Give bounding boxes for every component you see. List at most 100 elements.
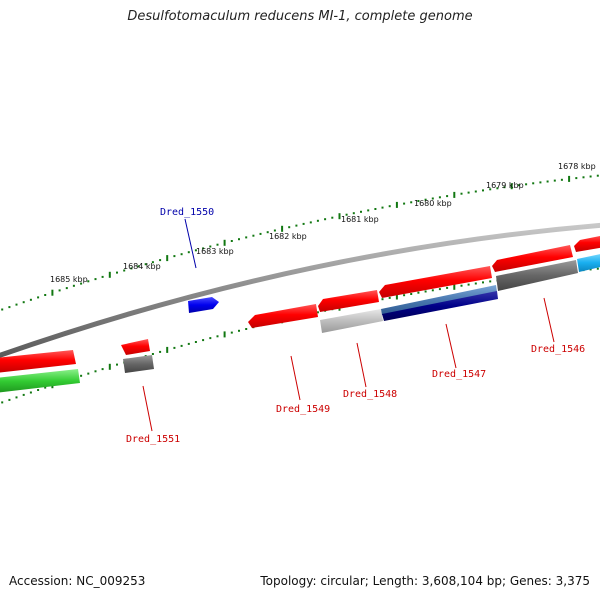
inner-minor-tick <box>80 374 83 377</box>
outer-minor-tick <box>575 177 578 180</box>
outer-minor-tick <box>474 190 477 193</box>
outer-major-tick <box>395 201 398 208</box>
outer-minor-tick <box>403 202 406 205</box>
outer-minor-tick <box>15 303 18 306</box>
outer-minor-tick <box>589 175 592 178</box>
inner-minor-tick <box>101 368 104 371</box>
outer-minor-tick <box>417 200 420 202</box>
gene-lightgrey[interactable] <box>320 309 383 333</box>
label-dred-1548[interactable]: Dred_1548 <box>343 389 397 400</box>
leader-dred-1547 <box>445 323 457 369</box>
outer-major-tick <box>568 175 571 182</box>
outer-minor-tick <box>367 209 370 212</box>
accession-text: Accession: NC_009253 <box>9 574 146 588</box>
outer-minor-tick <box>209 245 212 248</box>
outer-minor-tick <box>525 183 528 186</box>
gene-green[interactable] <box>0 369 80 393</box>
outer-minor-tick <box>560 178 563 181</box>
reverse-strand-genes-row1 <box>0 235 600 373</box>
outer-major-tick <box>281 225 284 232</box>
outer-minor-tick <box>130 267 133 270</box>
outer-minor-tick <box>582 176 585 179</box>
outer-minor-tick <box>58 289 61 292</box>
gene-steelblue[interactable] <box>381 285 497 315</box>
inner-minor-tick <box>173 346 176 349</box>
gene-navy[interactable] <box>382 291 498 321</box>
label-dred-1546[interactable]: Dred_1546 <box>531 344 585 355</box>
outer-minor-tick <box>295 224 298 227</box>
kbp-label-1682: 1682 kbp <box>269 232 307 241</box>
outer-minor-tick <box>22 301 25 304</box>
outer-minor-tick <box>101 275 104 278</box>
outer-minor-tick <box>503 186 506 189</box>
gene-red-small[interactable] <box>121 339 150 355</box>
outer-major-tick <box>510 183 513 190</box>
kbp-label-1683: 1683 kbp <box>196 247 234 256</box>
gene-red-left-edge[interactable] <box>0 350 76 373</box>
outer-minor-tick <box>517 184 520 187</box>
inner-minor-tick <box>467 283 470 286</box>
outer-minor-tick <box>324 218 327 221</box>
inner-minor-tick <box>180 344 183 347</box>
leader-dred-1548 <box>356 342 367 388</box>
outer-minor-tick <box>360 210 362 213</box>
inner-minor-tick <box>94 370 97 373</box>
inner-minor-tick <box>116 363 118 366</box>
inner-minor-tick <box>245 328 248 330</box>
outer-minor-tick <box>596 174 599 177</box>
label-dred-1550[interactable]: Dred_1550 <box>160 207 214 218</box>
label-dred-1549[interactable]: Dred_1549 <box>276 404 330 415</box>
outer-minor-tick <box>116 271 118 274</box>
gene-grey[interactable] <box>496 260 578 291</box>
outer-minor-tick <box>539 181 542 184</box>
inner-minor-tick <box>29 391 32 394</box>
inner-minor-tick <box>403 294 406 297</box>
outer-minor-tick <box>460 192 463 195</box>
outer-minor-tick <box>151 261 154 264</box>
outer-minor-tick <box>410 201 413 204</box>
outer-minor-tick <box>467 191 470 194</box>
outer-minor-tick <box>8 306 11 309</box>
inner-minor-tick <box>159 350 162 353</box>
gene-dred-1549-bar[interactable] <box>248 304 318 328</box>
outer-major-tick <box>108 271 111 278</box>
gene-dred-1546-red[interactable] <box>492 245 573 272</box>
inner-major-tick <box>453 283 456 290</box>
outer-minor-tick <box>252 234 255 237</box>
outer-minor-tick <box>259 232 262 235</box>
outer-minor-tick <box>202 247 205 250</box>
inner-minor-tick <box>8 398 11 401</box>
label-dred-1547[interactable]: Dred_1547 <box>432 369 486 380</box>
gene-dred-1548-red[interactable] <box>318 290 379 312</box>
inner-minor-tick <box>15 396 18 399</box>
genome-title: Desulfotomaculum reducens MI-1, complete… <box>127 9 473 24</box>
outer-minor-tick <box>438 196 441 199</box>
outer-minor-tick <box>309 221 312 224</box>
gene-dred-1547-red[interactable] <box>379 266 492 298</box>
gene-dred-1550[interactable] <box>188 297 219 313</box>
outer-minor-tick <box>374 208 377 210</box>
label-dred-1551[interactable]: Dred_1551 <box>126 434 180 445</box>
outer-minor-tick <box>65 287 68 290</box>
gene-grey-small[interactable] <box>123 355 154 373</box>
kbp-label-1680: 1680 kbp <box>414 199 452 208</box>
outer-minor-tick <box>381 206 384 209</box>
gene-cyan[interactable] <box>577 253 600 272</box>
outer-minor-tick <box>273 229 276 232</box>
outer-minor-tick <box>159 259 162 262</box>
outer-minor-tick <box>72 284 75 287</box>
outer-minor-tick <box>94 278 97 281</box>
outer-minor-tick <box>388 205 391 208</box>
outer-minor-tick <box>180 253 183 256</box>
outer-major-tick <box>166 255 169 262</box>
inner-minor-tick <box>460 284 463 287</box>
outer-minor-tick <box>29 298 32 301</box>
outer-minor-tick <box>230 240 233 242</box>
inner-minor-tick <box>1 401 4 404</box>
label-leaders <box>142 218 555 432</box>
inner-minor-tick <box>230 331 233 334</box>
gene-red-right-edge[interactable] <box>574 235 600 252</box>
inner-minor-tick <box>424 290 427 293</box>
outer-minor-tick <box>431 197 434 200</box>
